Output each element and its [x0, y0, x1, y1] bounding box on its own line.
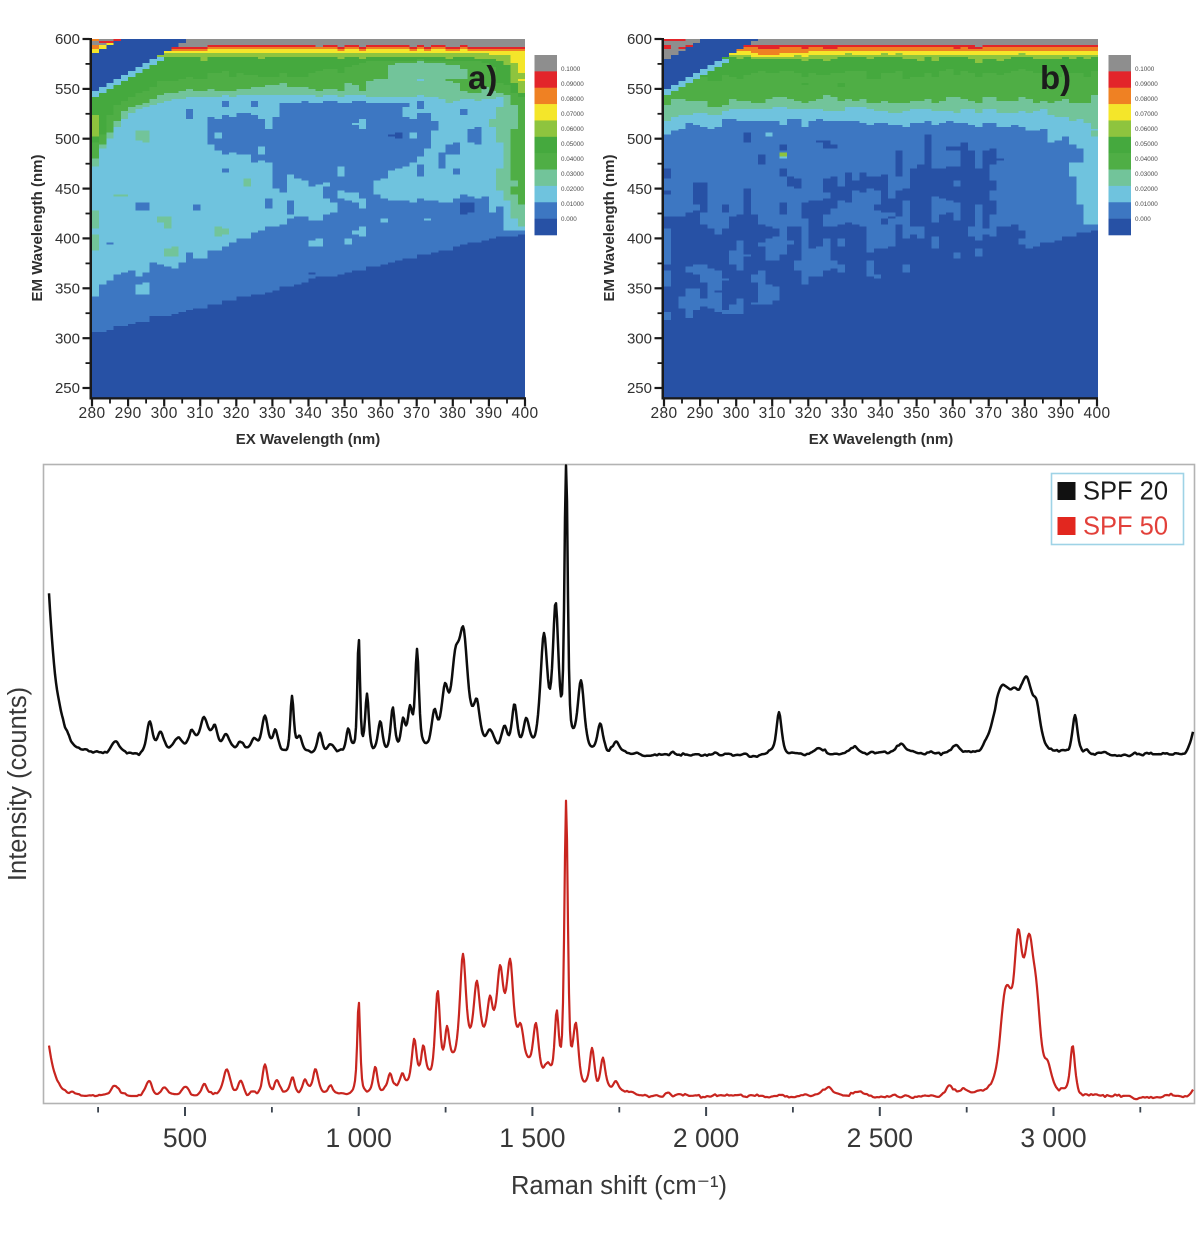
svg-text:SPF 50: SPF 50 — [1083, 513, 1168, 541]
svg-text:250: 250 — [627, 380, 652, 397]
svg-text:360: 360 — [367, 405, 394, 422]
svg-text:500: 500 — [55, 131, 80, 148]
svg-text:a): a) — [468, 59, 497, 96]
svg-text:EX Wavelength (nm): EX Wavelength (nm) — [236, 431, 380, 448]
svg-text:EX Wavelength (nm): EX Wavelength (nm) — [809, 431, 953, 448]
svg-text:0.02000: 0.02000 — [1135, 186, 1158, 193]
svg-text:300: 300 — [627, 330, 652, 347]
svg-text:330: 330 — [831, 405, 858, 422]
svg-text:400: 400 — [627, 231, 652, 248]
svg-text:280: 280 — [78, 405, 105, 422]
svg-text:500: 500 — [163, 1123, 207, 1153]
svg-text:2 500: 2 500 — [847, 1123, 913, 1153]
svg-text:300: 300 — [151, 405, 178, 422]
svg-text:Raman shift (cm⁻¹): Raman shift (cm⁻¹) — [511, 1172, 727, 1200]
svg-text:600: 600 — [55, 31, 80, 48]
svg-text:0.01000: 0.01000 — [561, 201, 584, 208]
svg-text:320: 320 — [223, 405, 250, 422]
svg-text:0.02000: 0.02000 — [561, 186, 584, 193]
svg-text:550: 550 — [627, 81, 652, 98]
svg-text:0.06000: 0.06000 — [561, 126, 584, 133]
svg-text:0.03000: 0.03000 — [1135, 171, 1158, 178]
svg-text:340: 340 — [295, 405, 322, 422]
svg-text:250: 250 — [55, 380, 80, 397]
svg-text:280: 280 — [650, 405, 677, 422]
svg-text:3 000: 3 000 — [1020, 1123, 1086, 1153]
svg-text:500: 500 — [627, 131, 652, 148]
svg-text:350: 350 — [903, 405, 930, 422]
svg-text:310: 310 — [759, 405, 786, 422]
svg-text:380: 380 — [1011, 405, 1038, 422]
svg-text:0.07000: 0.07000 — [561, 111, 584, 118]
svg-text:600: 600 — [627, 31, 652, 48]
svg-text:290: 290 — [115, 405, 142, 422]
svg-text:350: 350 — [331, 405, 358, 422]
svg-text:330: 330 — [259, 405, 286, 422]
svg-text:0.03000: 0.03000 — [561, 171, 584, 178]
svg-text:1 000: 1 000 — [326, 1123, 392, 1153]
svg-text:0.04000: 0.04000 — [561, 156, 584, 163]
svg-text:0.01000: 0.01000 — [1135, 201, 1158, 208]
svg-text:360: 360 — [939, 405, 966, 422]
svg-text:0.06000: 0.06000 — [1135, 126, 1158, 133]
svg-text:0.08000: 0.08000 — [561, 96, 584, 103]
svg-text:0.08000: 0.08000 — [1135, 96, 1158, 103]
svg-text:0.07000: 0.07000 — [1135, 111, 1158, 118]
svg-text:400: 400 — [1083, 405, 1110, 422]
svg-text:310: 310 — [187, 405, 214, 422]
svg-text:1 500: 1 500 — [499, 1123, 565, 1153]
svg-text:350: 350 — [55, 281, 80, 298]
svg-text:EM Wavelength (nm): EM Wavelength (nm) — [29, 155, 46, 302]
svg-text:0.09000: 0.09000 — [561, 81, 584, 88]
svg-text:EM Wavelength (nm): EM Wavelength (nm) — [601, 155, 618, 302]
svg-text:370: 370 — [403, 405, 430, 422]
svg-text:390: 390 — [1047, 405, 1074, 422]
svg-text:340: 340 — [867, 405, 894, 422]
svg-text:320: 320 — [795, 405, 822, 422]
svg-text:0.05000: 0.05000 — [1135, 141, 1158, 148]
svg-text:0.1000: 0.1000 — [1135, 66, 1155, 73]
svg-text:300: 300 — [55, 330, 80, 347]
svg-text:0.09000: 0.09000 — [1135, 81, 1158, 88]
svg-text:0.1000: 0.1000 — [561, 66, 581, 73]
svg-text:b): b) — [1040, 59, 1071, 96]
svg-text:0.000: 0.000 — [1135, 216, 1151, 223]
svg-text:2 000: 2 000 — [673, 1123, 739, 1153]
svg-text:400: 400 — [511, 405, 538, 422]
svg-text:550: 550 — [55, 81, 80, 98]
svg-text:300: 300 — [723, 405, 750, 422]
svg-text:450: 450 — [627, 181, 652, 198]
svg-text:0.000: 0.000 — [561, 216, 577, 223]
svg-text:290: 290 — [687, 405, 714, 422]
svg-text:400: 400 — [55, 231, 80, 248]
svg-text:0.05000: 0.05000 — [561, 141, 584, 148]
svg-text:Intensity (counts): Intensity (counts) — [4, 687, 32, 881]
svg-text:SPF 20: SPF 20 — [1083, 478, 1168, 506]
svg-text:370: 370 — [975, 405, 1002, 422]
svg-text:350: 350 — [627, 281, 652, 298]
svg-text:450: 450 — [55, 181, 80, 198]
svg-text:0.04000: 0.04000 — [1135, 156, 1158, 163]
svg-text:380: 380 — [439, 405, 466, 422]
svg-text:390: 390 — [475, 405, 502, 422]
